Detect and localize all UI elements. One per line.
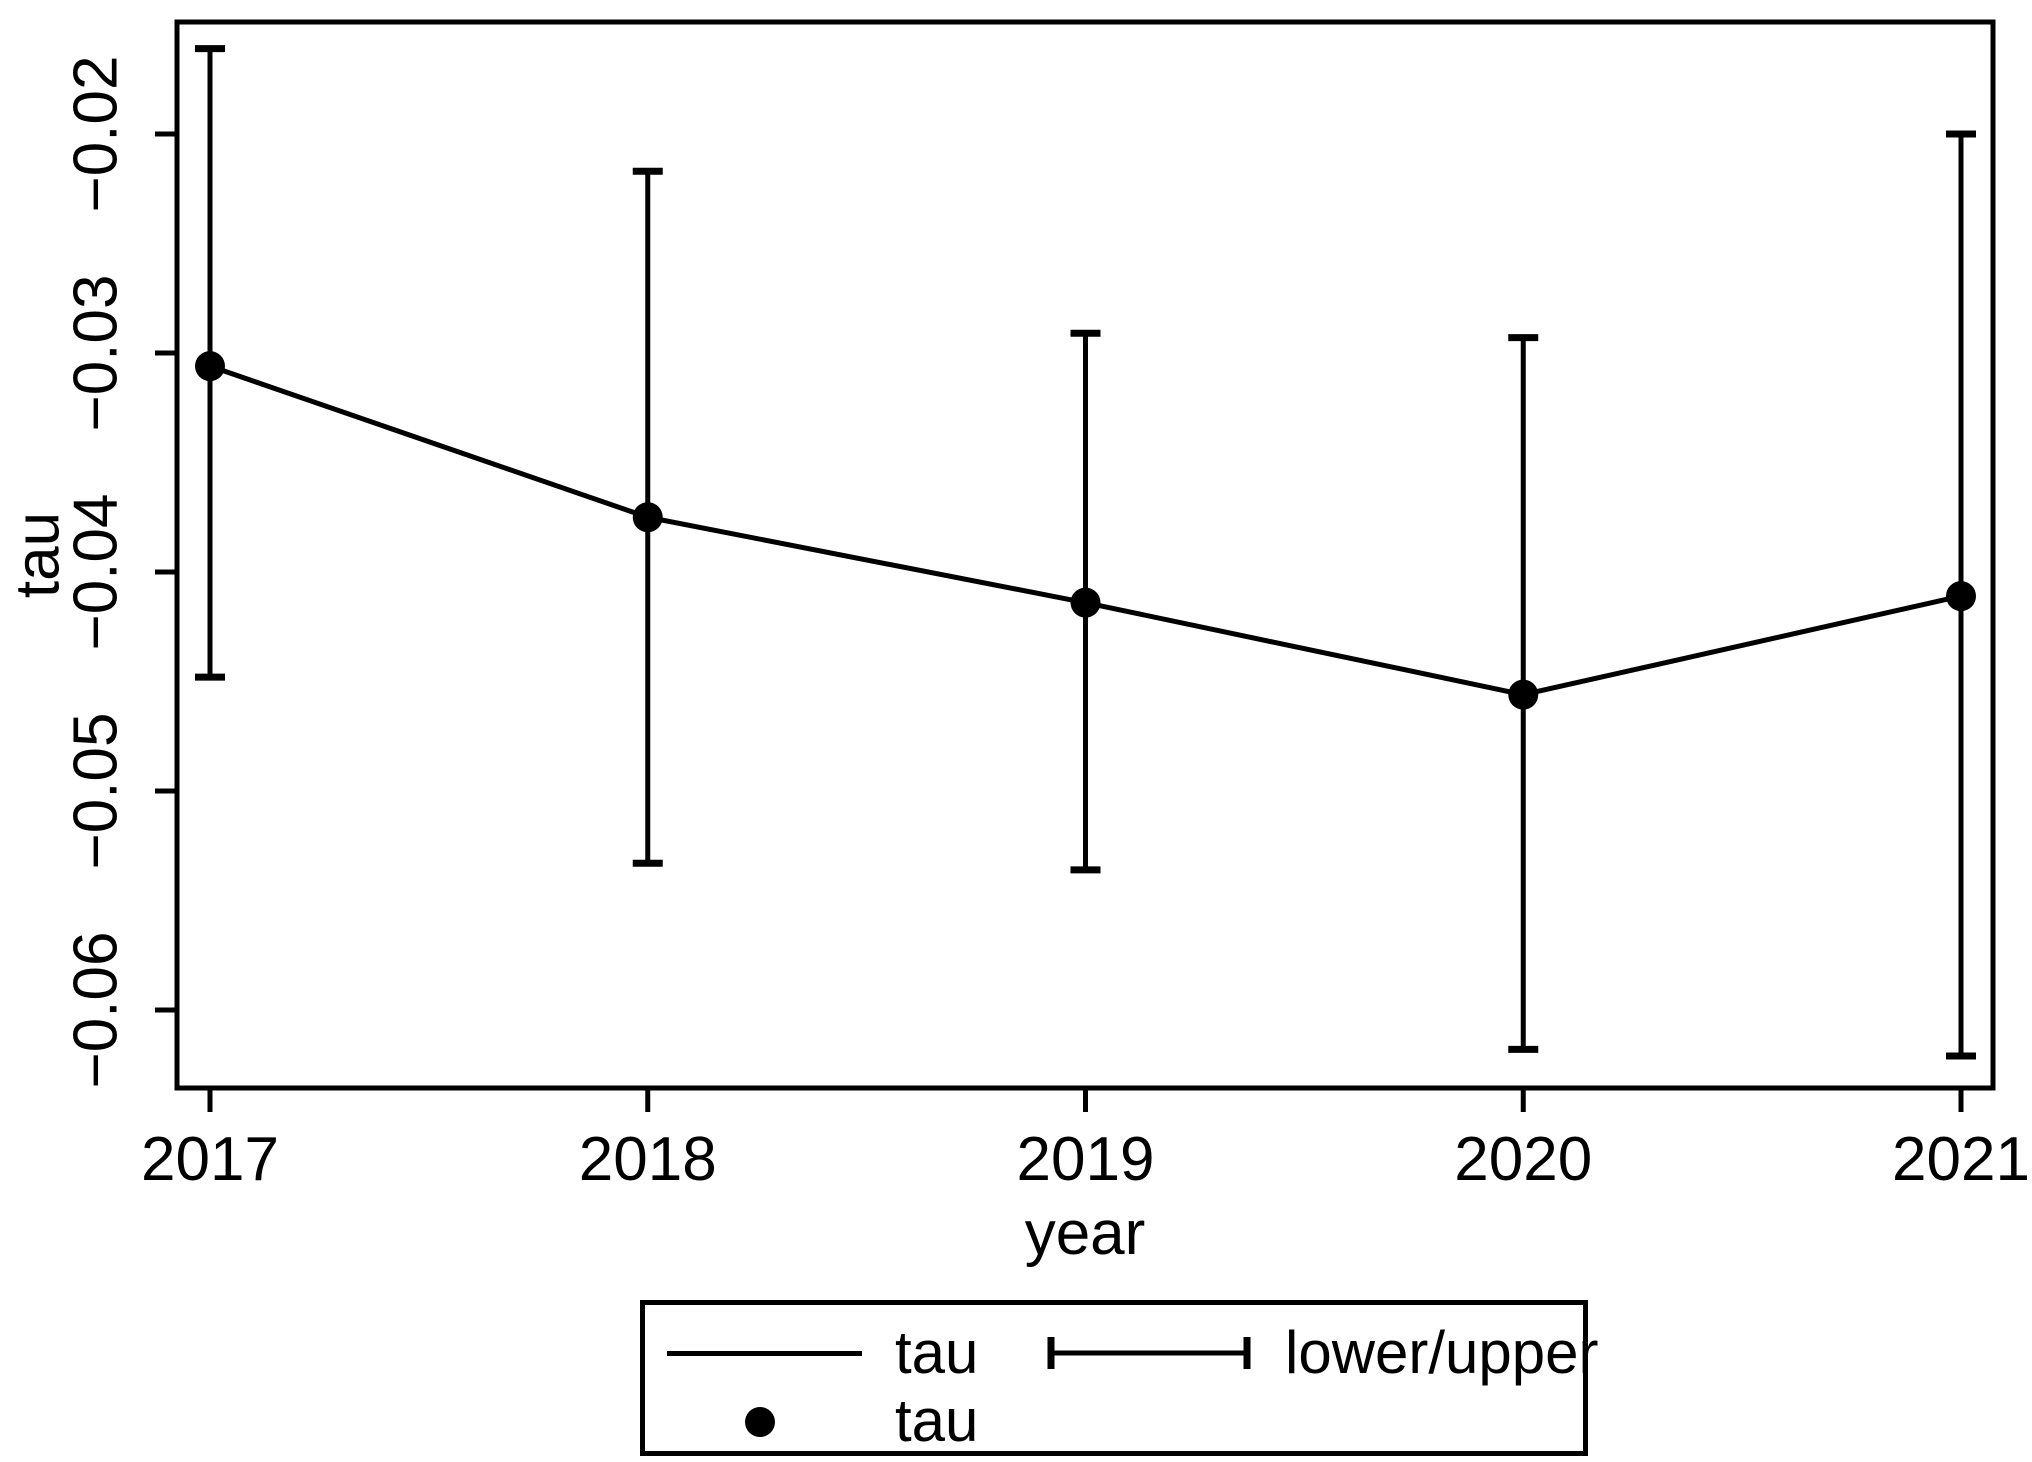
- data-point-2020: [1508, 679, 1539, 710]
- x-tick-label: 2019: [1017, 1125, 1155, 1194]
- x-tick-label: 2020: [1454, 1125, 1592, 1194]
- y-axis-title: tau: [3, 512, 72, 598]
- legend-label-tau-dot: tau: [895, 1387, 979, 1454]
- y-tick-label: −0.05: [61, 713, 130, 870]
- data-point-2019: [1070, 587, 1101, 618]
- legend: tau lower/upper tau: [640, 1300, 1599, 1456]
- y-axis: −0.02 −0.03 −0.04 −0.05 −0.06 tau: [3, 56, 177, 1089]
- x-axis-title: year: [1025, 1199, 1146, 1268]
- x-tick-label: 2018: [579, 1125, 717, 1194]
- data-point-2018: [632, 502, 663, 533]
- y-tick-label: −0.04: [61, 494, 130, 651]
- y-tick-label: −0.02: [61, 56, 130, 213]
- data-point-2021: [1946, 581, 1976, 612]
- legend-error-bar-sample-icon: [1047, 1337, 1251, 1369]
- legend-label-tau-line: tau: [895, 1319, 979, 1386]
- x-tick-label: 2017: [141, 1125, 279, 1194]
- error-bars: [195, 45, 1976, 1060]
- tau-markers: [195, 351, 1976, 710]
- data-point-2017: [195, 351, 225, 382]
- legend-line-sample-icon: [667, 1351, 862, 1356]
- y-tick-label: −0.06: [61, 932, 130, 1089]
- x-tick-label: 2021: [1892, 1125, 2030, 1194]
- legend-label-lower-upper: lower/upper: [1285, 1319, 1599, 1386]
- y-tick-label: −0.03: [61, 275, 130, 432]
- x-axis: 2017 2018 2019 2020 2021 year: [141, 1088, 2030, 1268]
- legend-dot-sample-icon: [745, 1407, 775, 1437]
